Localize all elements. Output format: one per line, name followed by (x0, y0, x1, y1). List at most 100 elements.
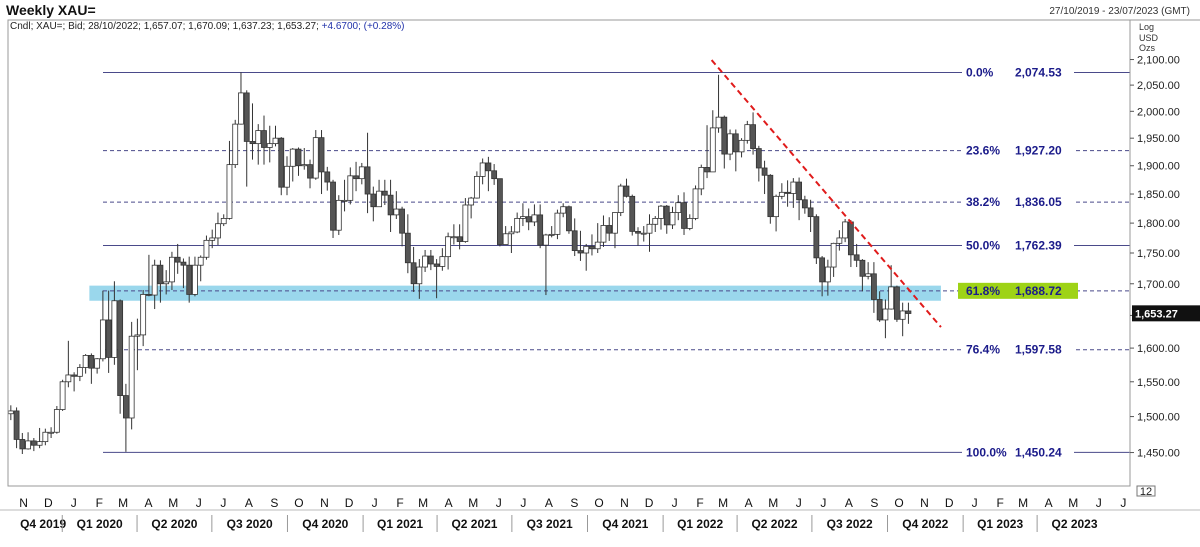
candle[interactable] (393, 208, 400, 216)
candle[interactable] (59, 381, 66, 410)
candle[interactable] (215, 223, 221, 239)
candle[interactable] (157, 264, 164, 285)
candle[interactable] (146, 294, 152, 296)
candle[interactable] (307, 164, 313, 179)
candle[interactable] (266, 143, 273, 148)
candle[interactable] (330, 181, 336, 231)
candle[interactable] (364, 166, 371, 195)
candle[interactable] (514, 218, 521, 233)
candle[interactable] (261, 130, 267, 148)
candle[interactable] (732, 133, 739, 153)
candle[interactable] (19, 439, 26, 450)
candle[interactable] (404, 232, 411, 264)
candle[interactable] (174, 256, 181, 263)
candle[interactable] (761, 167, 768, 176)
candle[interactable] (318, 137, 325, 173)
candle[interactable] (566, 206, 572, 232)
candle[interactable] (709, 127, 716, 173)
candle[interactable] (652, 218, 659, 225)
candle[interactable] (347, 175, 354, 201)
candle[interactable] (450, 236, 457, 239)
log-flag[interactable]: Log (1139, 22, 1155, 32)
candle[interactable] (220, 218, 227, 225)
candle[interactable] (635, 230, 641, 234)
candle[interactable] (82, 355, 89, 368)
candle[interactable] (715, 116, 722, 129)
candle[interactable] (612, 212, 618, 234)
candle[interactable] (560, 206, 567, 214)
candle[interactable] (324, 171, 331, 183)
candle[interactable] (462, 204, 469, 242)
candle[interactable] (847, 221, 854, 256)
candle[interactable] (140, 294, 147, 336)
candle[interactable] (617, 185, 624, 213)
candle[interactable] (548, 233, 555, 236)
candle[interactable] (778, 191, 785, 197)
candle[interactable] (646, 223, 653, 234)
candle[interactable] (767, 174, 774, 218)
candle[interactable] (48, 431, 54, 434)
candle[interactable] (284, 165, 290, 188)
candle[interactable] (807, 207, 814, 218)
candle[interactable] (289, 148, 296, 167)
candle[interactable] (473, 176, 480, 199)
candle[interactable] (750, 124, 756, 149)
candle[interactable] (813, 216, 820, 259)
candle[interactable] (836, 237, 843, 244)
candle[interactable] (525, 216, 532, 223)
candle[interactable] (692, 188, 699, 219)
candle[interactable] (663, 205, 670, 226)
candle[interactable] (773, 195, 779, 218)
candle[interactable] (209, 237, 216, 241)
candle[interactable] (335, 199, 342, 231)
candle[interactable] (606, 225, 613, 234)
candle[interactable] (686, 218, 693, 229)
candle[interactable] (30, 440, 37, 446)
candle[interactable] (295, 148, 302, 167)
candle[interactable] (238, 92, 244, 125)
candle[interactable] (882, 308, 889, 321)
candle[interactable] (376, 190, 382, 208)
candle[interactable] (197, 256, 204, 266)
candle[interactable] (353, 175, 359, 180)
candle[interactable] (543, 234, 549, 246)
candle[interactable] (427, 255, 434, 265)
candle[interactable] (122, 395, 129, 419)
candle[interactable] (445, 236, 452, 258)
candle[interactable] (99, 319, 106, 360)
candle[interactable] (370, 193, 377, 208)
candle[interactable] (134, 334, 141, 337)
candle[interactable] (71, 374, 78, 377)
candle[interactable] (42, 431, 49, 443)
candle[interactable] (755, 148, 762, 169)
candle[interactable] (537, 214, 544, 246)
candle[interactable] (859, 259, 866, 277)
candle[interactable] (824, 266, 831, 283)
candle[interactable] (358, 166, 365, 180)
candle[interactable] (790, 181, 797, 194)
candle[interactable] (865, 273, 872, 277)
candle[interactable] (232, 123, 239, 166)
candle[interactable] (433, 263, 440, 267)
candle[interactable] (105, 319, 112, 358)
candle[interactable] (796, 181, 802, 201)
candle[interactable] (243, 92, 250, 142)
candle[interactable] (784, 191, 791, 194)
candle[interactable] (623, 185, 630, 197)
candle[interactable] (36, 441, 43, 446)
candle[interactable] (53, 409, 60, 433)
candle[interactable] (531, 214, 538, 223)
candle[interactable] (508, 231, 515, 235)
candle[interactable] (640, 232, 647, 235)
candle[interactable] (399, 208, 405, 234)
candle[interactable] (905, 310, 912, 314)
candle[interactable] (744, 124, 751, 141)
candle[interactable] (870, 273, 877, 300)
candle[interactable] (13, 410, 20, 440)
candle[interactable] (456, 236, 463, 242)
candle[interactable] (479, 162, 486, 177)
candle[interactable] (301, 164, 308, 167)
candle[interactable] (249, 141, 256, 145)
candle[interactable] (192, 264, 198, 295)
